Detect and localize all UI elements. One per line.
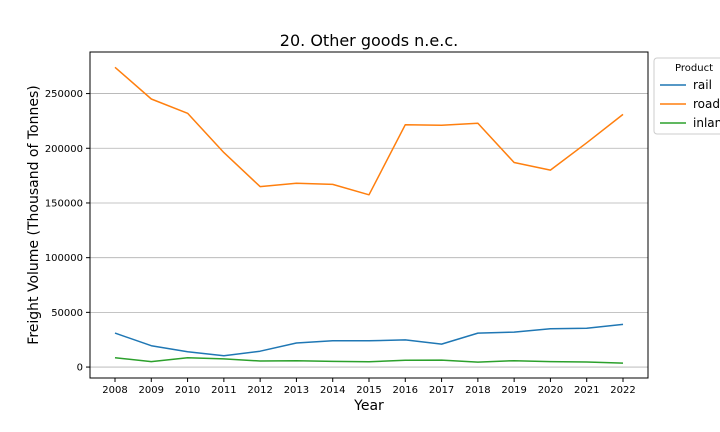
series-line-inland-waterway <box>114 357 624 364</box>
x-tick-label: 2017 <box>429 385 454 396</box>
y-tick-label: 100000 <box>45 253 83 264</box>
legend-label: rail <box>693 78 712 92</box>
y-tick-label: 200000 <box>45 144 83 155</box>
series-lines <box>114 66 624 364</box>
y-axis-ticks: 0 50000 100000 150000 200000 250000 <box>45 89 90 374</box>
x-tick-label: 2019 <box>501 385 526 396</box>
y-tick-label: 250000 <box>45 89 83 100</box>
y-axis-label: Freight Volume (Thousand of Tonnes) <box>26 85 42 344</box>
x-tick-label: 2011 <box>211 385 236 396</box>
x-tick-label: 2014 <box>320 385 345 396</box>
x-tick-label: 2018 <box>465 385 490 396</box>
x-tick-label: 2016 <box>393 385 418 396</box>
legend-box <box>653 57 720 135</box>
x-tick-label: 2015 <box>356 385 381 396</box>
chart-title: 20. Other goods n.e.c. <box>280 31 458 50</box>
legend-label: inlan <box>693 116 720 130</box>
legend-title: Product <box>675 63 713 74</box>
x-tick-label: 2009 <box>139 385 164 396</box>
x-tick-label: 2013 <box>284 385 309 396</box>
y-tick-label: 50000 <box>51 308 83 319</box>
legend: Product rail road inlan <box>653 57 720 135</box>
x-tick-label: 2020 <box>538 385 563 396</box>
series-points-inland-waterway <box>114 357 624 364</box>
gridlines <box>90 93 648 368</box>
x-axis-label: Year <box>353 398 384 414</box>
x-tick-label: 2008 <box>102 385 127 396</box>
x-tick-label: 2010 <box>175 385 200 396</box>
series-line-rail <box>114 323 624 357</box>
x-axis-ticks: 2008 2009 2010 2011 2012 2013 2014 2015 2016 2017… <box>102 378 636 396</box>
y-tick-label: 0 <box>77 363 83 374</box>
series-points-rail <box>114 324 624 356</box>
legend-entries: rail road inlan <box>660 78 720 130</box>
y-tick-label: 150000 <box>45 198 83 209</box>
x-tick-label: 2021 <box>574 385 599 396</box>
series-points-road <box>114 67 624 195</box>
series-line-road <box>114 66 624 196</box>
x-tick-label: 2022 <box>610 385 635 396</box>
x-tick-label: 2012 <box>247 385 272 396</box>
legend-label: road <box>693 97 720 111</box>
